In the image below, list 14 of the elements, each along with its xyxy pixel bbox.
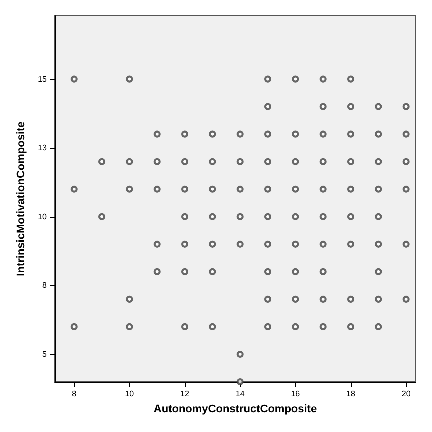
x-tick-label: 12 (180, 390, 190, 398)
x-tick-label: 16 (291, 390, 301, 398)
x-tick-label: 8 (72, 390, 78, 398)
x-tick-label: 18 (346, 390, 356, 398)
y-tick-label: 13 (38, 144, 48, 153)
x-axis-title: AutonomyConstructComposite (154, 404, 318, 416)
x-tick-label: 10 (125, 390, 135, 398)
x-tick-label: 14 (236, 390, 246, 398)
y-tick-label: 10 (38, 212, 48, 222)
y-tick-label: 15 (38, 74, 48, 84)
x-tick-label: 20 (402, 390, 412, 398)
y-tick-label: 5 (42, 350, 48, 359)
y-axis-title: IntrinsicMotivationComposite (16, 122, 28, 276)
y-tick-label: 8 (42, 281, 48, 290)
